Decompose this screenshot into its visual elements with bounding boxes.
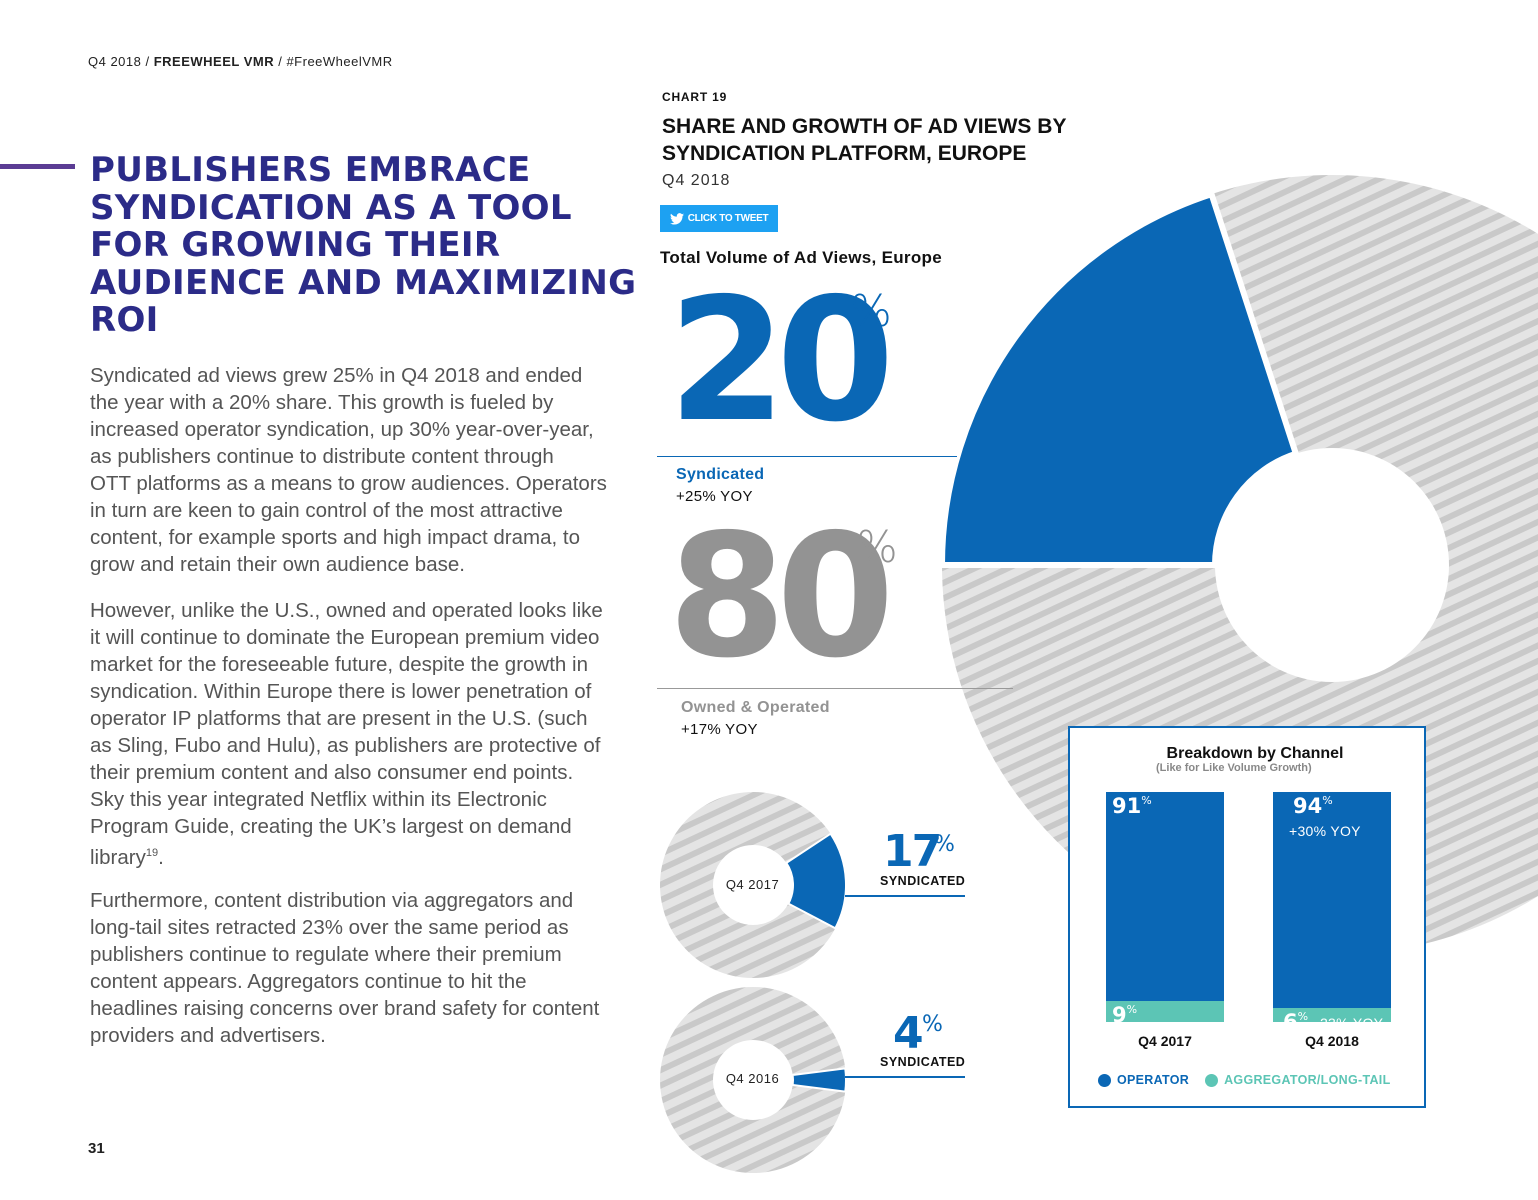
text-line: Sky this year integrated Netflix within … xyxy=(90,788,547,811)
headline-line: AUDIENCE AND MAXIMIZING xyxy=(90,262,637,303)
bar-operator xyxy=(1273,792,1391,1009)
tweet-label: CLICK TO TWEET xyxy=(687,213,769,224)
divider xyxy=(657,456,957,457)
donut-2016-percent-sign: % xyxy=(922,1012,943,1037)
donut-2017-percent-sign: % xyxy=(934,832,955,857)
text-line: Syndicated ad views grew 25% in Q4 2018 … xyxy=(90,364,583,387)
legend-item-operator: OPERATOR xyxy=(1098,1073,1189,1087)
chart-title: SHARE AND GROWTH OF AD VIEWS BY SYNDICAT… xyxy=(662,113,1066,167)
donut-2017-center-label: Q4 2017 xyxy=(725,877,780,892)
bar-aggregator-yoy: -23% YOY xyxy=(1315,1015,1384,1032)
bar-aggregator xyxy=(1273,1008,1391,1022)
slice-syndicated xyxy=(938,190,1300,568)
donut-2017-syndicated-label: SYNDICATED xyxy=(880,874,966,888)
body-paragraph-1: Syndicated ad views grew 25% in Q4 2018 … xyxy=(90,362,640,578)
header-report: FREEWHEEL VMR xyxy=(153,54,275,69)
legend-dot-aggregator xyxy=(1205,1073,1219,1087)
text-line: library19. xyxy=(90,840,640,871)
chart-title-line: SYNDICATION PLATFORM, EUROPE xyxy=(662,142,1027,165)
donut-2016-value: 4 xyxy=(893,1008,924,1059)
text-line: their premium content and also consumer … xyxy=(90,761,574,784)
legend-label-operator: OPERATOR xyxy=(1117,1073,1190,1087)
slice-owned-operated xyxy=(660,792,836,978)
breakdown-subtitle: (Like for Like Volume Growth) xyxy=(1156,762,1312,774)
divider xyxy=(657,688,1013,689)
chart-subtitle: Q4 2018 xyxy=(662,172,731,189)
chart-title-line: SHARE AND GROWTH OF AD VIEWS BY xyxy=(662,115,1067,138)
bar-aggregator-value: 9% xyxy=(1112,1003,1138,1028)
owned-operated-yoy: +17% YOY xyxy=(681,721,758,738)
footnote-ref: 19 xyxy=(145,847,159,859)
text-line: OTT platforms as a means to grow audienc… xyxy=(90,472,607,495)
text-line: as publishers continue to distribute con… xyxy=(90,445,554,468)
bar-aggregator xyxy=(1106,1001,1224,1022)
text-line: However, unlike the U.S., owned and oper… xyxy=(90,599,603,622)
bar-operator-yoy: +30% YOY xyxy=(1289,823,1361,839)
donut-2016-center-label: Q4 2016 xyxy=(725,1071,780,1086)
body-paragraph-2: However, unlike the U.S., owned and oper… xyxy=(90,597,640,871)
page-header: Q4 2018 / FREEWHEEL VMR / #FreeWheelVMR xyxy=(88,54,393,69)
text-line: in turn are keen to gain control of the … xyxy=(90,499,563,522)
legend-label-aggregator: AGGREGATOR/LONG-TAIL xyxy=(1224,1073,1391,1087)
syndicated-share-value: 20 xyxy=(668,262,895,460)
click-to-tweet-button[interactable]: CLICK TO TWEET xyxy=(660,205,778,232)
legend-item-aggregator: AGGREGATOR/LONG-TAIL xyxy=(1205,1073,1390,1087)
text-line: market for the foreseeable future, despi… xyxy=(90,653,588,676)
headline-line: FOR GROWING THEIR xyxy=(90,225,501,265)
owned-operated-percent-sign: % xyxy=(856,522,898,573)
owned-operated-label: Owned & Operated xyxy=(681,699,830,716)
breakdown-legend: OPERATOR AGGREGATOR/LONG-TAIL xyxy=(1098,1073,1391,1087)
text-line: grow and retain their own audience base. xyxy=(90,553,465,576)
total-volume-label: Total Volume of Ad Views, Europe xyxy=(660,248,942,267)
page-number: 31 xyxy=(88,1140,105,1157)
text-line: headlines raising concerns over brand sa… xyxy=(90,997,600,1020)
headline-line: SYNDICATION AS A TOOL xyxy=(90,187,572,228)
twitter-bird-icon xyxy=(669,212,684,225)
bar-operator-value: 94% xyxy=(1293,794,1333,818)
text-line: Furthermore, content distribution via ag… xyxy=(90,889,574,912)
bar-aggregator-value: 6% xyxy=(1283,1010,1309,1035)
syndicated-label: Syndicated xyxy=(676,466,765,483)
chart-label: CHART 19 xyxy=(662,90,728,104)
text-line: as Sling, Fubo and Hulu), as publishers … xyxy=(90,734,601,757)
body-paragraph-3: Furthermore, content distribution via ag… xyxy=(90,887,640,1049)
syndicated-percent-sign: % xyxy=(850,286,892,337)
text-line: increased operator syndication, up 30% y… xyxy=(90,418,594,441)
text-line: Program Guide, creating the UK’s largest… xyxy=(90,815,572,838)
text-line: content, for example sports and high imp… xyxy=(90,526,580,549)
bar-operator xyxy=(1106,792,1224,1002)
header-hashtag: #FreeWheelVMR xyxy=(286,54,393,69)
syndicated-yoy: +25% YOY xyxy=(676,488,753,505)
donut-q4-2017 xyxy=(660,792,847,978)
text-line: it will continue to dominate the Europea… xyxy=(90,626,600,649)
text-line: operator IP platforms that are present i… xyxy=(90,707,588,730)
text-line: long-tail sites retracted 23% over the s… xyxy=(90,916,569,939)
text-punct: . xyxy=(158,845,164,869)
bar-category-label: Q4 2018 xyxy=(1305,1033,1359,1049)
text-line: publishers continue to regulate where th… xyxy=(90,943,562,966)
text-line: syndication. Within Europe there is lowe… xyxy=(90,680,592,703)
accent-line xyxy=(0,164,75,169)
donut-2016-syndicated-label: SYNDICATED xyxy=(880,1055,966,1069)
slice-syndicated xyxy=(784,832,847,930)
donut-2017-value: 17 xyxy=(883,826,942,877)
header-period: Q4 2018 xyxy=(88,54,142,69)
breakdown-title: Breakdown by Channel xyxy=(1166,745,1344,762)
text-word: library xyxy=(90,845,146,869)
page-headline: PUBLISHERS EMBRACE SYNDICATION AS A TOOL… xyxy=(90,150,650,340)
headline-line: ROI xyxy=(90,300,159,340)
bar-operator-value: 91% xyxy=(1112,794,1152,818)
text-line: the year with a 20% share. This growth i… xyxy=(90,391,554,414)
donut-q4-2016 xyxy=(660,986,848,1173)
headline-line: PUBLISHERS EMBRACE xyxy=(90,150,531,190)
legend-dot-operator xyxy=(1098,1073,1111,1087)
slice-owned-operated xyxy=(660,986,846,1173)
text-line: providers and advertisers. xyxy=(90,1024,326,1047)
owned-operated-share-value: 80 xyxy=(668,498,895,696)
text-line: content appears. Aggregators continue to… xyxy=(90,970,527,993)
bar-category-label: Q4 2017 xyxy=(1138,1033,1192,1049)
